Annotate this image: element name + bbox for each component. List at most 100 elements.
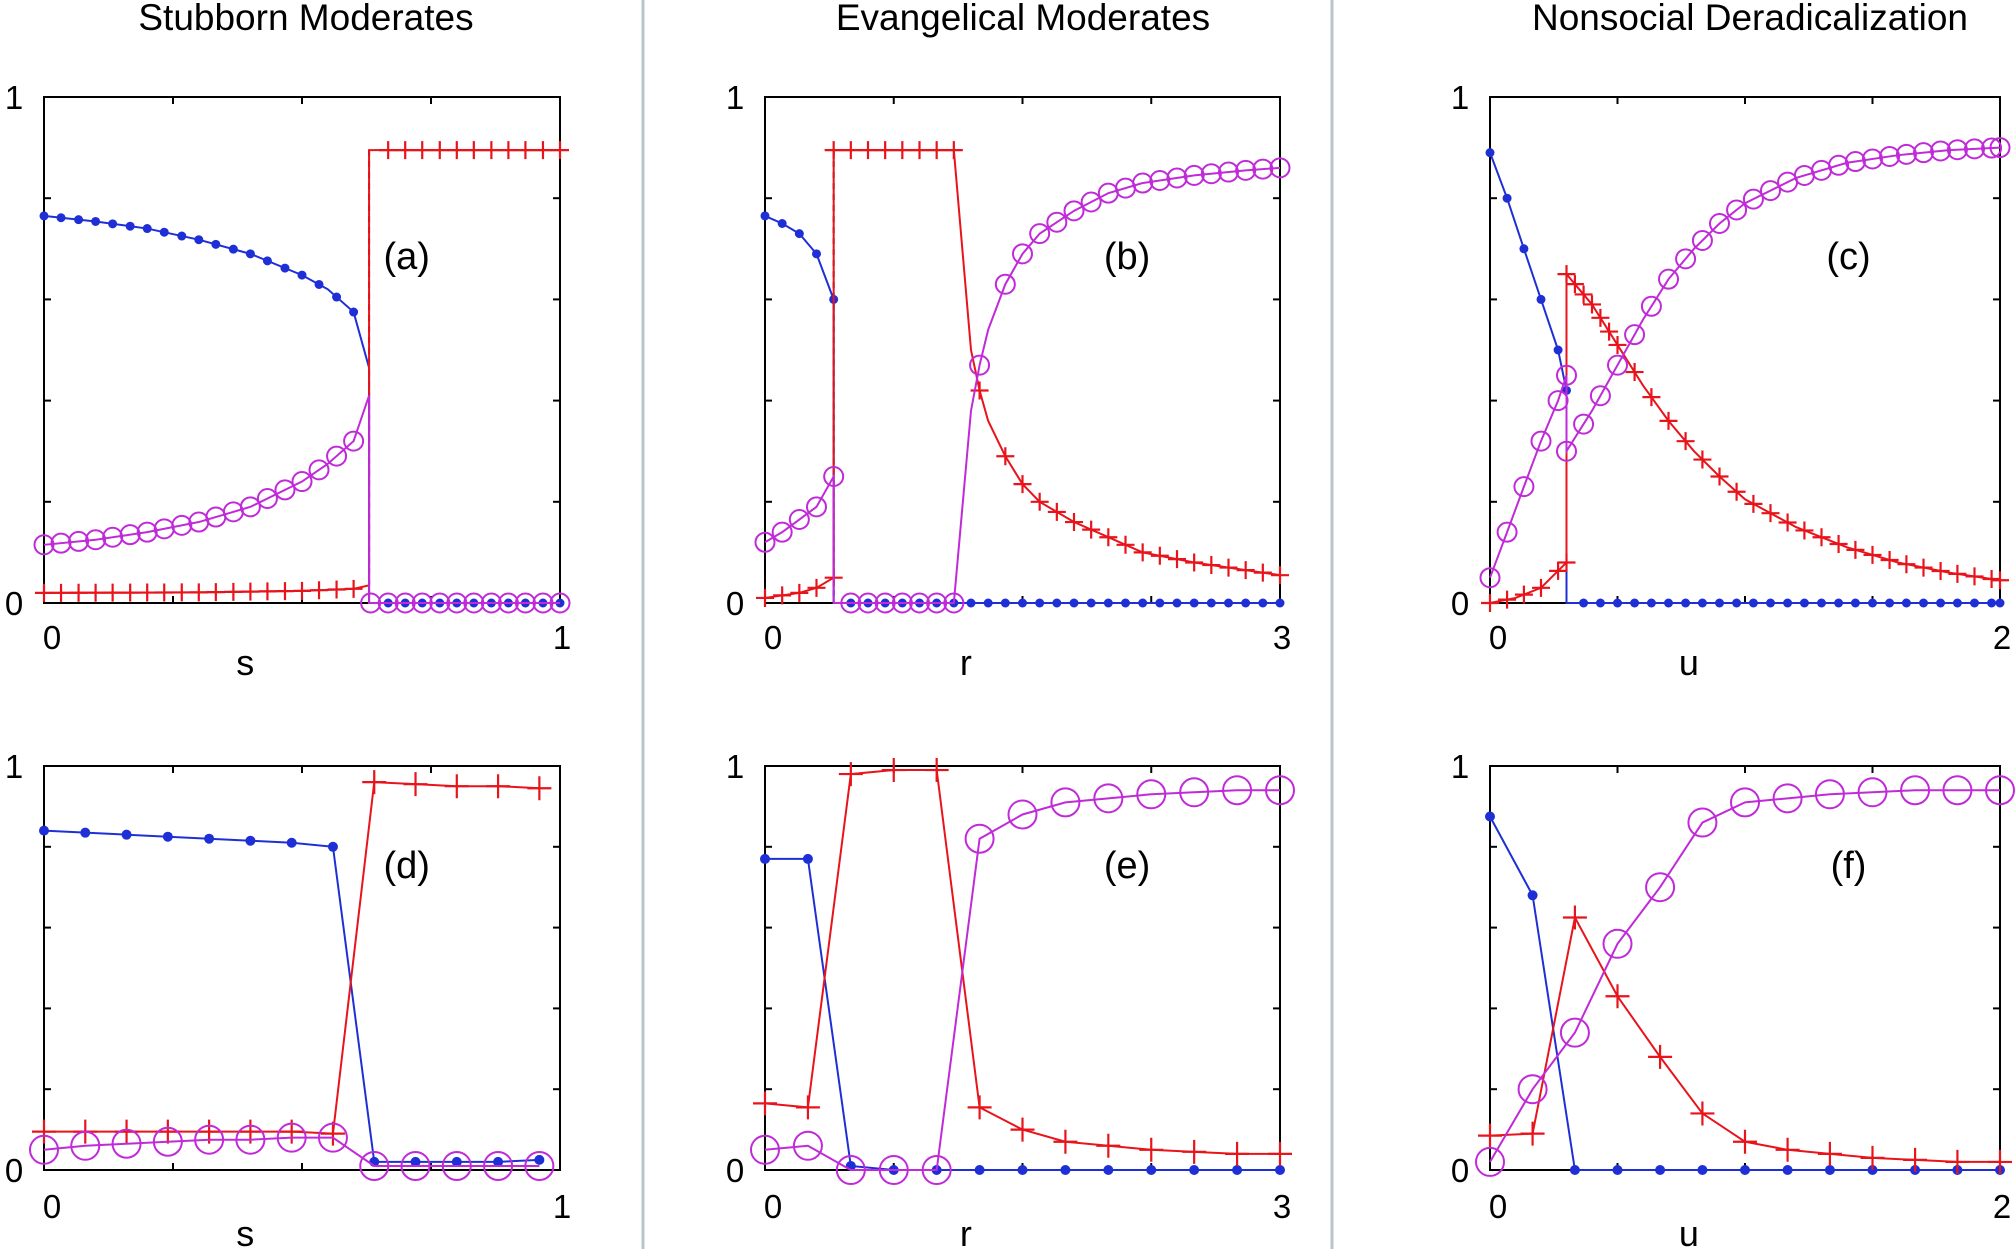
blue-data-point [1766, 598, 1775, 608]
magenta-data-point [1547, 390, 1569, 412]
magenta-data-point [1645, 872, 1676, 903]
red-data-point [486, 774, 511, 799]
magenta-data-point [1895, 143, 1917, 165]
magenta-data-point [68, 530, 90, 552]
panel-label: (d) [384, 845, 430, 887]
blue-data-point [108, 219, 118, 229]
blue-data-point [1172, 598, 1182, 608]
magenta-data-point [1063, 200, 1085, 222]
blue-data-point [1952, 598, 1962, 608]
panel-f: (f) 1 00 2 u [1451, 748, 2015, 1249]
blue-data-point [80, 827, 91, 838]
x-tick-label: 0 [43, 1188, 61, 1225]
red-data-point [1478, 1123, 1502, 1148]
red-data-point [1778, 513, 1797, 532]
blue-data-point [1275, 598, 1285, 608]
red-data-point [430, 141, 449, 160]
magenta-data-point [857, 592, 879, 614]
x-axis-label: s [236, 1213, 254, 1249]
red-data-point [1625, 363, 1644, 382]
red-data-point [1520, 1121, 1545, 1146]
blue-data-point [1901, 598, 1911, 608]
blue-data-point [1553, 345, 1563, 355]
magenta-data-point [343, 430, 365, 452]
red-data-point [893, 141, 912, 160]
red-data-point [1860, 1145, 1885, 1170]
blue-data-point [1018, 598, 1027, 608]
magenta-data-point [1730, 787, 1760, 818]
blue-data-point [245, 249, 255, 259]
red-data-point [1065, 513, 1083, 532]
red-data-point [155, 1119, 180, 1144]
magenta-data-point [1946, 139, 1968, 161]
blue-series-line [764, 214, 1280, 604]
magenta-data-point [291, 471, 313, 493]
magenta-data-point [1900, 775, 1931, 806]
panel-label: (a) [384, 236, 430, 278]
y-tick-label: 0 [1451, 1152, 1469, 1189]
magenta-data-point [1530, 430, 1552, 452]
red-data-point [1225, 1141, 1250, 1166]
magenta-data-point [256, 488, 278, 510]
magenta-data-point [1658, 268, 1679, 290]
blue-data-point [1697, 598, 1707, 608]
red-data-point [396, 141, 415, 160]
magenta-data-point [909, 592, 930, 614]
red-series-line [43, 149, 560, 594]
magenta-data-point [360, 592, 382, 614]
blue-data-point [794, 229, 804, 239]
magenta-data-point [1265, 775, 1295, 806]
blue-data-point [1936, 598, 1946, 608]
blue-data-point [56, 213, 66, 223]
magenta-data-point [1981, 137, 2003, 159]
magenta-data-point [400, 1150, 431, 1181]
blue-data-point [1970, 598, 1979, 608]
blue-data-point [1664, 598, 1673, 608]
red-data-point [172, 583, 191, 602]
red-data-point [1219, 558, 1238, 577]
blue-data-point [1824, 1165, 1835, 1175]
blue-data-point [1258, 598, 1268, 608]
blue-data-point [1987, 598, 1997, 608]
red-data-point [1514, 585, 1533, 604]
magenta-data-point [1136, 779, 1167, 810]
blue-data-point [1799, 598, 1809, 608]
red-data-point [69, 583, 88, 602]
magenta-data-point [194, 1124, 225, 1155]
blue-data-point [1527, 890, 1538, 901]
blue-data-point [280, 263, 290, 273]
red-data-point [482, 141, 501, 160]
magenta-series-line [43, 1136, 540, 1167]
red-data-point [924, 758, 949, 783]
red-data-point [533, 141, 552, 160]
blue-data-point [1646, 598, 1656, 608]
red-data-point [362, 770, 387, 795]
blue-data-point [327, 841, 338, 852]
magenta-data-point [806, 496, 827, 518]
red-data-point [1693, 450, 1712, 469]
red-data-point [121, 583, 140, 602]
panel-label: (c) [1826, 236, 1870, 278]
column-title-1: Stubborn Moderates [138, 0, 473, 38]
red-data-point [1945, 1149, 1970, 1174]
panel-e: (e) 1 00 3 r [726, 748, 1295, 1249]
red-data-point [138, 583, 157, 602]
blue-data-point [1189, 598, 1199, 608]
magenta-data-point [429, 592, 451, 614]
blue-data-point [1485, 811, 1495, 822]
magenta-data-point [1252, 158, 1274, 180]
magenta-data-point [964, 823, 995, 854]
magenta-data-point [235, 1124, 266, 1155]
blue-data-point [1224, 598, 1233, 608]
blue-data-point [1867, 1165, 1878, 1175]
magenta-data-point [1640, 295, 1662, 317]
blue-data-point [974, 1165, 985, 1175]
blue-data-point [39, 825, 49, 836]
red-data-point [1648, 1044, 1673, 1069]
magenta-data-point [33, 534, 55, 556]
x-axis-label: r [960, 1213, 972, 1249]
red-data-point [1914, 558, 1933, 577]
magenta-data-point [874, 592, 896, 614]
red-data-point [241, 582, 260, 601]
blue-data-point [760, 853, 770, 864]
